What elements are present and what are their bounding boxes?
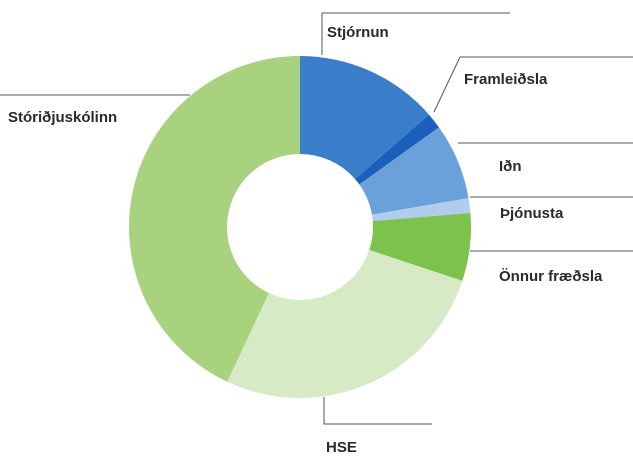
slice-label: Stóriðjuskólinn [8, 109, 117, 126]
slices [128, 55, 471, 398]
donut-slice [128, 55, 300, 382]
donut-slice [359, 127, 469, 215]
donut-slice [371, 198, 471, 222]
donut-slice [227, 249, 463, 398]
donut-slice [355, 114, 439, 185]
leader-lines [0, 12, 633, 425]
slice-label: Þjónusta [500, 205, 564, 222]
leader-line [433, 56, 633, 113]
donut-slice [369, 213, 471, 281]
slice-label: Önnur fræðsla [499, 268, 603, 285]
slice-label: Stjórnun [327, 24, 389, 41]
slice-label: Framleiðsla [464, 71, 548, 88]
slice-label: HSE [326, 439, 357, 456]
donut-slice [300, 56, 429, 180]
leader-line [321, 12, 510, 55]
leader-line [323, 397, 432, 425]
slice-label: Iðn [499, 158, 522, 175]
